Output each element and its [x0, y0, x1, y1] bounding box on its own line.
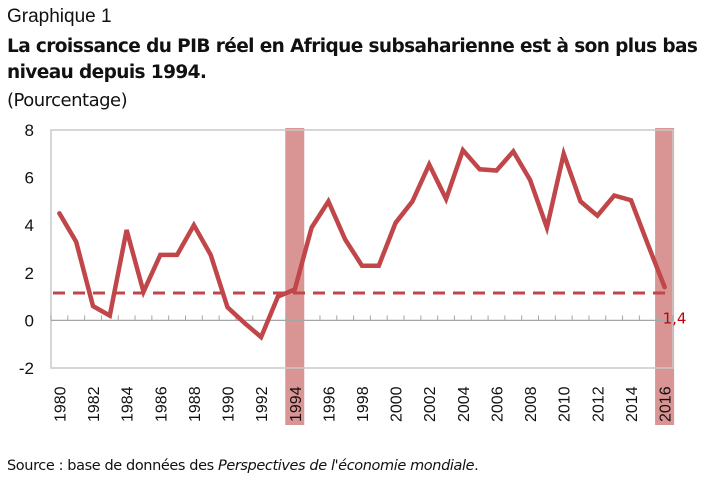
y-tick-label: -2 [19, 359, 34, 378]
data-point-1985 [141, 290, 145, 294]
x-tick-label: 2006 [489, 386, 506, 422]
data-point-1996 [326, 199, 330, 203]
data-point-2014 [629, 198, 633, 202]
x-axis-tick-labels: 1980 1982 1984 1986 1988 1990 1992 1994 1996 1998… [52, 386, 674, 422]
data-point-2002 [427, 162, 431, 166]
source-note: Source : base de données des Perspective… [7, 458, 479, 474]
data-point-1990 [225, 305, 229, 309]
data-point-1988 [192, 223, 196, 227]
plot-area-frame [50, 129, 674, 369]
x-tick-label: 2012 [590, 386, 607, 422]
x-tick-label: 1998 [355, 386, 372, 422]
x-tick-label: 1988 [187, 386, 204, 422]
data-point-1991 [242, 321, 246, 325]
data-point-2006 [494, 168, 498, 172]
series-line-gdp-growth [57, 145, 667, 341]
highlight-band-2016 [655, 128, 675, 425]
data-point-2011 [578, 199, 582, 203]
y-tick-label: 8 [25, 121, 34, 140]
data-point-2004 [461, 148, 465, 152]
data-point-2001 [410, 199, 414, 203]
chart-title: La croissance du PIB réel en Afrique sub… [7, 36, 698, 83]
data-labels: 1,4 [663, 309, 687, 327]
data-point-1994 [293, 287, 297, 291]
data-point-2007 [511, 149, 515, 153]
data-point-1997 [343, 237, 347, 241]
highlight-bands [285, 128, 675, 425]
data-point-2013 [612, 193, 616, 197]
x-tick-label: 2016 [658, 386, 675, 422]
source-publication: Perspectives de l'économie mondiale [217, 458, 475, 474]
series-points [57, 148, 667, 339]
y-axis-tick-labels: -2 0 2 4 6 8 [19, 121, 34, 378]
figure-label: Graphique 1 [7, 6, 112, 27]
data-point-1995 [309, 225, 313, 229]
data-point-2010 [562, 152, 566, 156]
source-prefix: Source : base de données des [7, 458, 218, 474]
x-tick-label: 1994 [288, 386, 305, 422]
data-point-1986 [158, 253, 162, 257]
unit-label: (Pourcentage) [7, 90, 128, 111]
y-tick-label: 2 [25, 264, 34, 283]
x-tick-label: 2000 [389, 386, 406, 422]
data-point-2000 [393, 221, 397, 225]
data-point-1999 [377, 263, 381, 267]
data-point-2015 [646, 242, 650, 246]
data-point-2012 [595, 213, 599, 217]
x-axis-tick-marks [50, 315, 674, 321]
x-tick-label: 2008 [523, 386, 540, 422]
x-tick-label: 2010 [557, 386, 574, 422]
source-suffix: . [474, 458, 479, 474]
data-point-1993 [276, 294, 280, 298]
data-point-1998 [360, 263, 364, 267]
data-point-2016 [662, 285, 666, 289]
data-point-1983 [108, 313, 112, 317]
x-tick-label: 1986 [153, 386, 170, 422]
x-tick-label: 2014 [624, 386, 641, 422]
data-point-2009 [545, 225, 549, 229]
y-tick-label: 6 [25, 169, 34, 188]
data-point-2005 [477, 167, 481, 171]
x-tick-label: 2004 [456, 386, 473, 422]
data-point-2008 [528, 178, 532, 182]
data-label-2016: 1,4 [663, 309, 687, 327]
data-point-1980 [57, 211, 61, 215]
data-point-1981 [74, 240, 78, 244]
x-tick-label: 2002 [422, 386, 439, 422]
data-point-1984 [124, 228, 128, 232]
data-point-1989 [209, 253, 213, 257]
data-point-1987 [175, 253, 179, 257]
data-point-1982 [91, 304, 95, 308]
x-tick-label: 1984 [120, 386, 137, 422]
x-tick-label: 1980 [52, 386, 69, 422]
y-tick-label: 0 [25, 311, 34, 330]
data-point-1992 [259, 335, 263, 339]
x-tick-label: 1996 [321, 386, 338, 422]
x-tick-label: 1992 [254, 386, 271, 422]
x-tick-label: 1990 [221, 386, 238, 422]
x-tick-label: 1982 [86, 386, 103, 422]
highlight-band-1994 [285, 128, 305, 425]
y-tick-label: 4 [25, 216, 34, 235]
data-point-2003 [444, 197, 448, 201]
